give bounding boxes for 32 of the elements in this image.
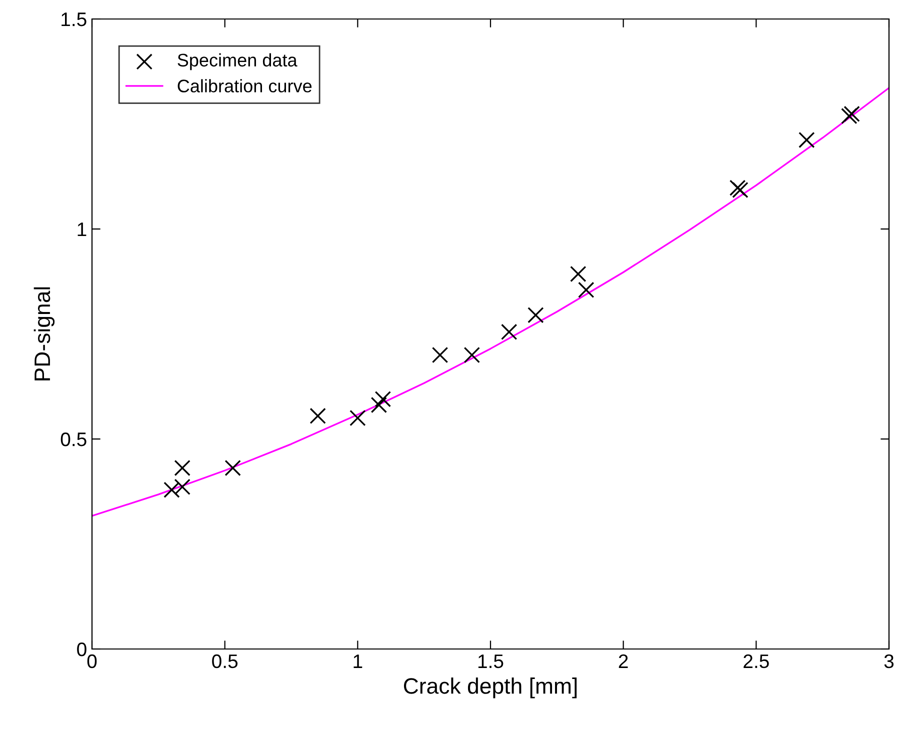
x-tick-label: 0.5 — [212, 654, 238, 668]
y-tick-label: 1.5 — [62, 12, 86, 26]
point — [729, 180, 746, 196]
y-tick-label: 1 — [78, 222, 86, 236]
x-tick-label: 1 — [354, 654, 362, 668]
point — [732, 182, 748, 198]
point — [174, 460, 190, 476]
y-axis-title: PD-signal — [34, 287, 55, 380]
point — [350, 410, 366, 426]
point — [164, 482, 180, 498]
point — [570, 266, 586, 282]
point — [174, 478, 190, 495]
x-axis-title: Crack depth [mm] — [404, 678, 577, 698]
point — [374, 390, 392, 408]
point — [500, 324, 518, 340]
point — [578, 282, 594, 298]
legend-label: Calibration curve — [178, 79, 312, 92]
point — [224, 460, 241, 476]
point — [370, 396, 388, 414]
point — [528, 306, 544, 324]
legend-label: Specimen data — [178, 53, 298, 70]
x-tick-label: 2 — [618, 654, 628, 668]
x-tick-label: 2.5 — [744, 654, 769, 668]
x-tick-label: 3 — [884, 654, 894, 668]
point — [798, 132, 815, 148]
x-tick-label: 1.5 — [478, 654, 504, 668]
y-tick-label: 0.5 — [60, 432, 86, 446]
point — [310, 408, 326, 424]
point — [432, 346, 448, 364]
point — [464, 346, 480, 364]
x-tick-label: 0 — [87, 654, 97, 668]
y-tick-label: 0 — [77, 642, 86, 656]
